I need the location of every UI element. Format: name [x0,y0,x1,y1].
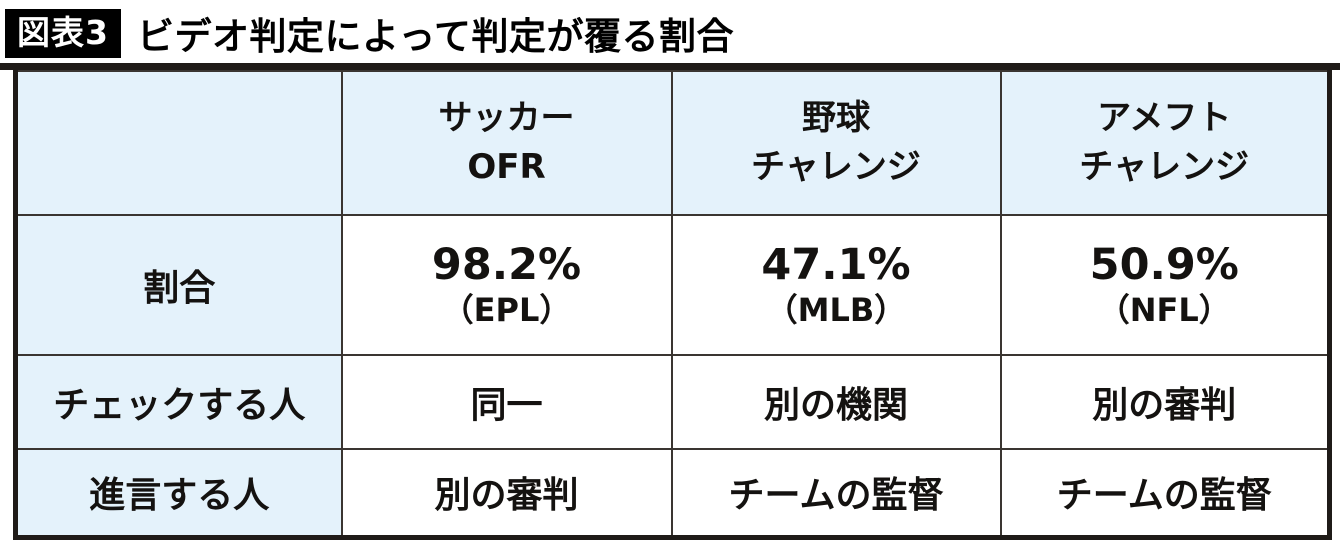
rate-value: 50.9% [1089,240,1239,291]
rate-league: （EPL） [441,290,572,329]
row-label-checker: チェックする人 [14,354,343,450]
header-line-1: アメフト [1097,97,1232,138]
header-line-1: サッカー [438,97,575,138]
rate-value: 47.1% [761,240,911,291]
rate-league: （MLB） [765,290,907,329]
corner-cell [14,70,343,216]
header-line-1: 野球 [802,97,870,138]
row-label-advisor: 進言する人 [14,448,343,538]
figure-title-bar: 図表3 ビデオ判定によって判定が覆る割合 [5,8,1340,58]
cell-advisor-baseball: チームの監督 [670,448,1002,538]
cell-rate-baseball: 47.1% （MLB） [670,214,1002,356]
cell-checker-soccer: 同一 [340,354,673,450]
header-cell-baseball-challenge: 野球 チャレンジ [670,70,1002,216]
header-cell-amefoot-challenge: アメフト チャレンジ [999,70,1331,216]
table-row-rate: 割合 98.2% （EPL） 47.1% （MLB） 50.9% （NFL） [14,214,1331,356]
table-row-checker: チェックする人 同一 別の機関 別の審判 [14,354,1331,450]
row-label-rate: 割合 [14,214,343,356]
table-header-row: サッカー OFR 野球 チャレンジ アメフト チャレンジ [14,70,1331,216]
figure-number-badge: 図表3 [5,8,121,58]
rate-value: 98.2% [431,240,582,291]
cell-advisor-amefoot: チームの監督 [999,448,1331,538]
rate-league: （NFL） [1097,290,1231,329]
header-line-2: チャレンジ [1079,147,1250,187]
cell-rate-soccer: 98.2% （EPL） [340,214,673,356]
table-row-advisor: 進言する人 別の審判 チームの監督 チームの監督 [14,448,1331,538]
header-cell-soccer-ofr: サッカー OFR [340,70,673,216]
cell-checker-baseball: 別の機関 [670,354,1002,450]
video-review-overturn-table: サッカー OFR 野球 チャレンジ アメフト チャレンジ 割合 98.2% （E… [13,70,1332,540]
figure-heading: ビデオ判定によって判定が覆る割合 [136,15,735,58]
header-line-2: チャレンジ [751,147,921,187]
header-line-2: OFR [467,147,546,187]
cell-rate-amefoot: 50.9% （NFL） [999,214,1331,356]
title-divider-rule [0,63,1340,70]
cell-advisor-soccer: 別の審判 [340,448,673,538]
cell-checker-amefoot: 別の審判 [999,354,1331,450]
